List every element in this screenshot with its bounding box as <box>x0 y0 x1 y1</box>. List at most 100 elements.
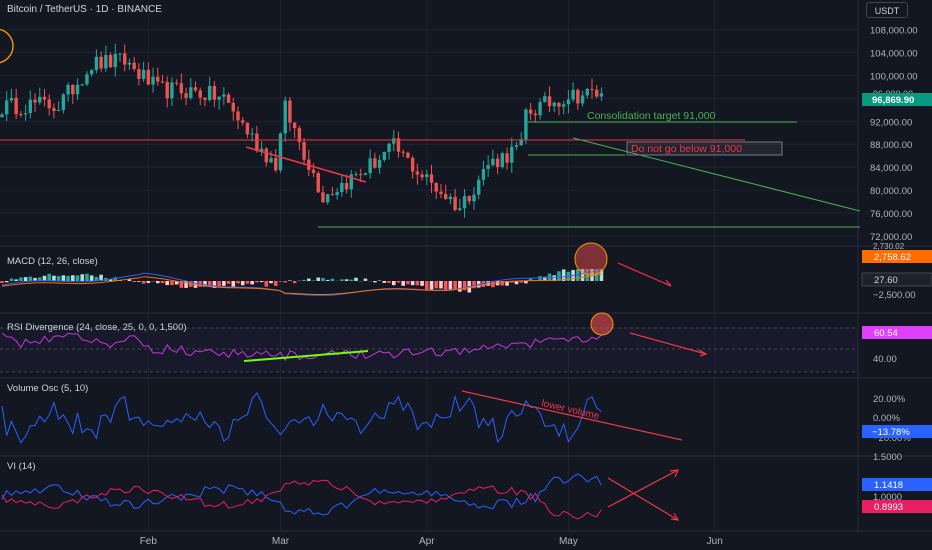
candle-body <box>151 76 155 85</box>
vi-minus-badge <box>862 500 932 513</box>
macd-bar <box>401 281 405 286</box>
macd-bar <box>141 281 146 284</box>
macd-bar <box>552 275 557 281</box>
candle-body <box>297 128 302 143</box>
macd-title[interactable]: MACD (12, 26, close) <box>7 256 98 267</box>
macd-bar <box>203 281 207 287</box>
candle-body <box>38 96 42 103</box>
candle-body <box>401 151 405 153</box>
macd-bar <box>155 281 160 284</box>
macd-bar <box>52 275 56 281</box>
candle-body <box>23 113 28 115</box>
rsi-title[interactable]: RSI Divergence (24, close, 25, 0, 0, 1,5… <box>7 322 187 333</box>
candle-body <box>14 97 18 115</box>
candle-body <box>311 169 316 174</box>
candle-body <box>429 174 434 183</box>
candle-body <box>585 88 589 96</box>
macd-bar <box>524 281 528 284</box>
candle-body <box>222 94 226 97</box>
candle-body <box>269 158 273 163</box>
macd-bar <box>132 281 136 283</box>
macd-bar <box>207 281 212 287</box>
candle-body <box>9 97 14 101</box>
candle-body <box>108 55 113 68</box>
candle-body <box>255 133 259 152</box>
candle-body <box>264 148 269 163</box>
macd-bar <box>66 275 70 281</box>
candle-body <box>491 158 495 166</box>
candle-body <box>448 196 453 200</box>
candle-body <box>132 62 136 70</box>
macd-bar <box>0 281 4 283</box>
candle-body <box>580 95 585 104</box>
candle-body <box>382 151 387 160</box>
vi-title[interactable]: VI (14) <box>7 461 36 472</box>
currency-badge[interactable]: USDT <box>866 2 908 18</box>
macd-bar <box>448 281 453 290</box>
macd-bar <box>481 281 486 287</box>
volume-osc-title[interactable]: Volume Osc (5, 10) <box>7 383 89 394</box>
candle-body <box>189 87 193 98</box>
macd-bar <box>472 281 476 289</box>
macd-bar <box>434 281 439 289</box>
candle-body <box>344 182 349 190</box>
macd-bar <box>415 281 420 286</box>
candle-body <box>160 81 165 83</box>
candle-body <box>368 158 372 174</box>
candle-body <box>599 93 604 97</box>
macd-bar <box>33 277 37 281</box>
macd-arrow <box>617 262 672 287</box>
macd-bar <box>307 278 311 281</box>
macd-bar <box>288 280 292 281</box>
last-price-badge <box>862 93 932 106</box>
candle-body <box>495 158 500 168</box>
candle-body <box>524 109 528 140</box>
candle-body <box>510 146 514 163</box>
candle-body <box>156 76 160 82</box>
candle-body <box>325 194 330 203</box>
candle-body <box>283 100 287 134</box>
candle-body <box>292 122 297 129</box>
macd-bar <box>321 277 325 281</box>
macd-bar <box>71 275 75 281</box>
candle-body <box>420 174 424 178</box>
macd-bar <box>113 277 118 281</box>
macd-bar <box>557 271 561 281</box>
candle-body <box>42 96 47 100</box>
macd-bar <box>212 281 217 288</box>
volume-tick: 20.00% <box>873 394 906 405</box>
macd-bar <box>429 281 434 290</box>
macd-bar <box>80 274 85 281</box>
candle-body <box>118 53 122 55</box>
candle-body <box>217 96 221 100</box>
warning-label: Do not go below 91,000 <box>631 143 742 155</box>
macd-bar <box>127 279 132 281</box>
candle-body <box>477 179 481 195</box>
warning-box <box>626 141 783 156</box>
symbol-title[interactable]: Bitcoin / TetherUS · 1D · BINANCE <box>7 4 162 15</box>
macd-bar <box>231 281 236 287</box>
volume-tick: −20.00% <box>873 433 911 444</box>
price-tick: 108,000.00 <box>870 25 918 36</box>
macd-bar <box>94 276 99 281</box>
candle-body <box>571 89 575 100</box>
candle-body <box>245 122 250 135</box>
macd-bar <box>316 277 321 281</box>
macd-bar <box>283 281 287 283</box>
macd-bar <box>425 281 429 290</box>
macd-bar <box>160 281 165 284</box>
vi-tick: 1.0000 <box>873 492 902 503</box>
candle-body <box>576 89 580 104</box>
candle-body <box>547 96 552 107</box>
rsi-arrow <box>629 332 707 355</box>
candle-body <box>396 138 401 152</box>
time-axis-label: Feb <box>140 536 158 547</box>
macd-bar <box>42 275 47 281</box>
macd-bar <box>340 279 344 281</box>
candle-body <box>335 192 339 196</box>
vi-plus-value: 1.1418 <box>874 480 903 491</box>
vi-minus-value: 0.8993 <box>874 502 903 513</box>
macd-bar <box>330 278 335 281</box>
candle-body <box>533 113 538 116</box>
